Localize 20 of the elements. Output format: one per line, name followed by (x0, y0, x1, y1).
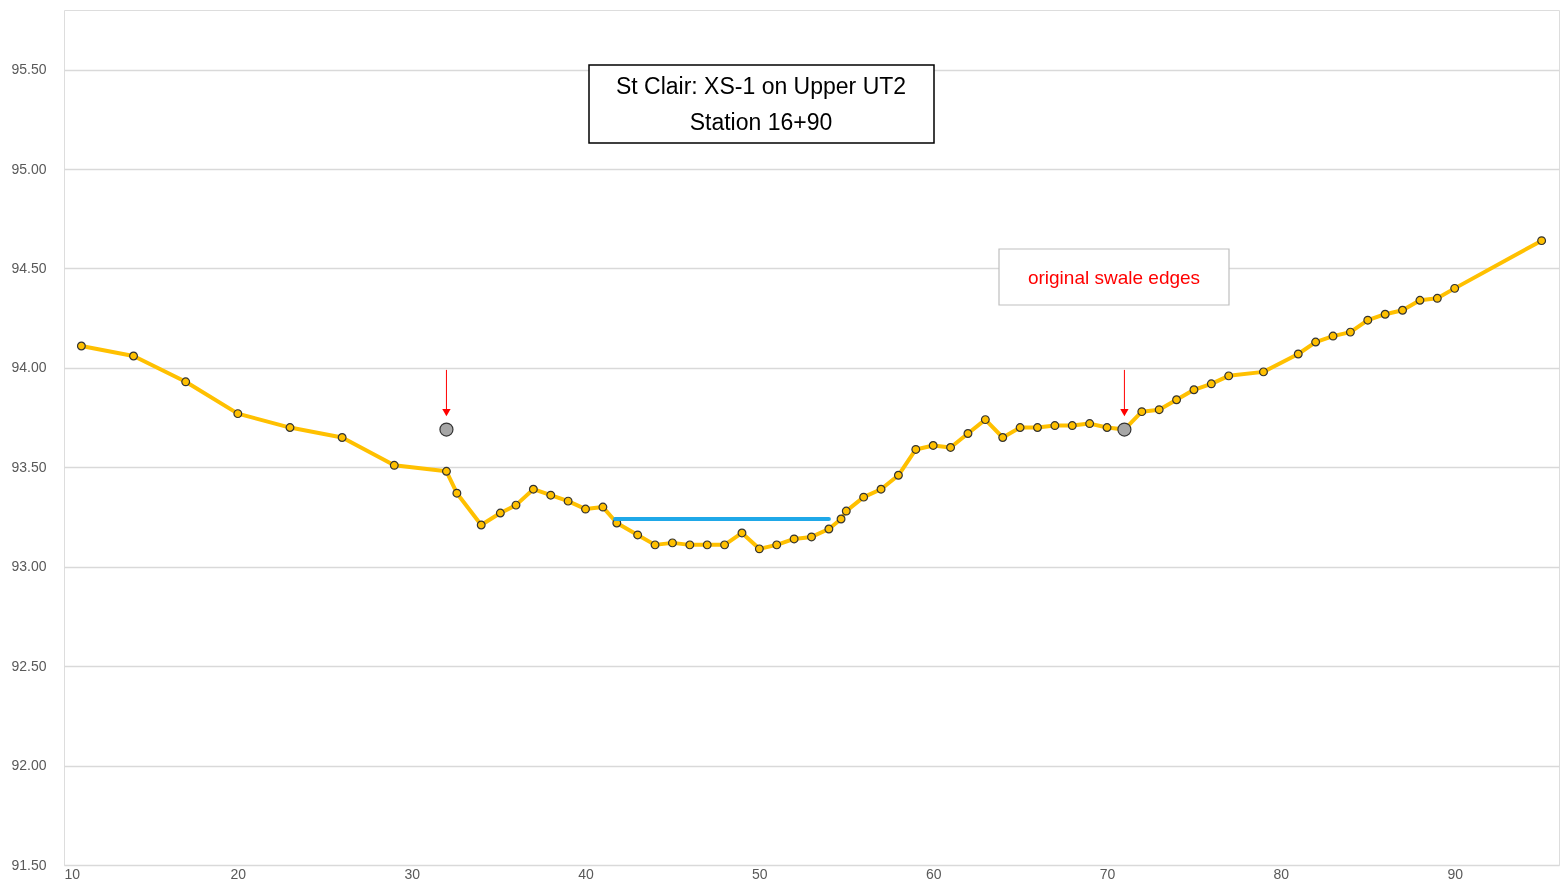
y-tick-label: 91.50 (11, 856, 47, 873)
text: St Clair: XS-1 on Upper UT2 Station 16+90 (615, 73, 907, 135)
y-tick-label: 95.50 (11, 61, 47, 78)
y-tick-label: 93.50 (11, 458, 47, 475)
y-tick-label: 92.50 (11, 657, 47, 674)
y-tick-label: 94.50 (11, 259, 47, 276)
x-tick-label: 30 (404, 865, 421, 882)
y-tick-label: 94.00 (11, 359, 47, 376)
x-tick-label: 70 (1099, 865, 1116, 882)
x-tick-label: 20 (230, 865, 247, 882)
y-tick-label: 93.00 (11, 558, 47, 575)
y-tick-label: 92.00 (11, 757, 47, 774)
x-tick-label: 40 (578, 865, 595, 882)
x-tick-label: 80 (1273, 865, 1290, 882)
annotation: original swale edges (1027, 267, 1201, 288)
y-tick-label: 95.00 (11, 160, 47, 177)
x-tick-label: 50 (752, 865, 768, 882)
x-tick-label: 90 (1447, 865, 1464, 882)
x-tick-label: 60 (925, 865, 942, 882)
x-tick-label: 10 (64, 865, 81, 882)
